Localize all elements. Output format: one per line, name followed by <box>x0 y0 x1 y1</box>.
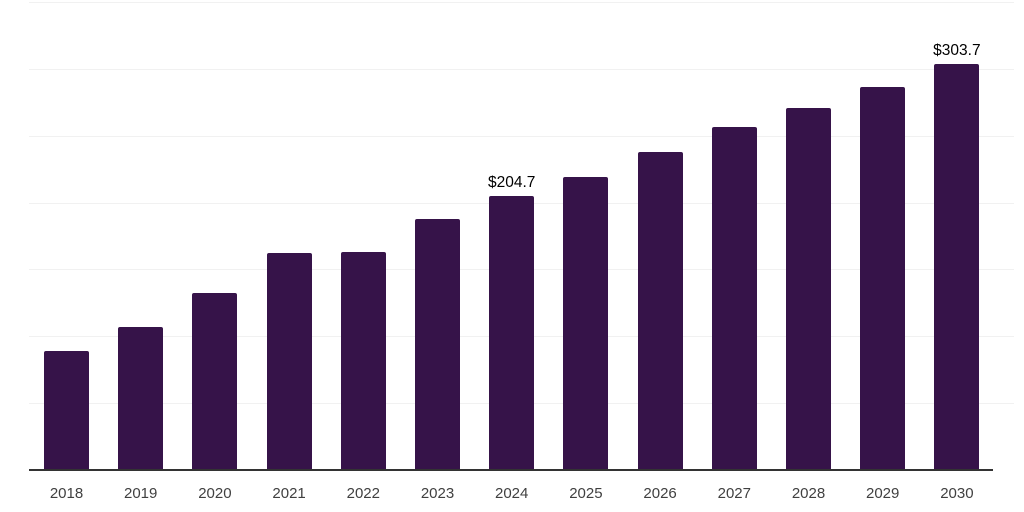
x-tick-label-2018: 2018 <box>49 485 84 502</box>
bar-2021 <box>266 252 312 470</box>
bar-2027 <box>711 127 757 470</box>
bar-2024 <box>489 196 535 470</box>
x-tick-label-2021: 2021 <box>272 485 306 502</box>
bar-2020 <box>192 292 238 470</box>
bar-2028 <box>786 107 831 470</box>
bar-2022 <box>340 252 386 470</box>
bar-2023 <box>415 218 460 470</box>
bar-2029 <box>860 86 906 470</box>
x-tick-label-2030: 2030 <box>940 485 974 502</box>
x-tick-label-2022: 2022 <box>346 485 380 502</box>
x-tick-label-2020: 2020 <box>198 485 232 502</box>
x-tick-label-2024: 2024 <box>495 485 529 502</box>
x-tick-label-2023: 2023 <box>420 485 455 502</box>
x-tick-label-2028: 2028 <box>791 485 826 502</box>
x-tick-label-2026: 2026 <box>643 485 677 502</box>
x-axis-line <box>29 469 993 471</box>
x-tick-label-2025: 2025 <box>569 485 603 502</box>
gridline-250 <box>29 135 1014 137</box>
bar-2019 <box>118 326 164 470</box>
bar-2018 <box>44 350 89 470</box>
x-tick-label-2029: 2029 <box>866 485 900 502</box>
gridline-350 <box>29 2 1014 3</box>
bar-value-label-2030: $303.7 <box>933 41 981 59</box>
bar-2026 <box>637 152 683 470</box>
bar-2030 <box>934 63 980 470</box>
x-tick-label-2027: 2027 <box>717 485 751 502</box>
bar-value-label-2024: $204.7 <box>487 174 536 192</box>
bar-2025 <box>563 177 609 470</box>
x-tick-label-2019: 2019 <box>124 485 158 502</box>
gridline-300 <box>29 68 1014 70</box>
